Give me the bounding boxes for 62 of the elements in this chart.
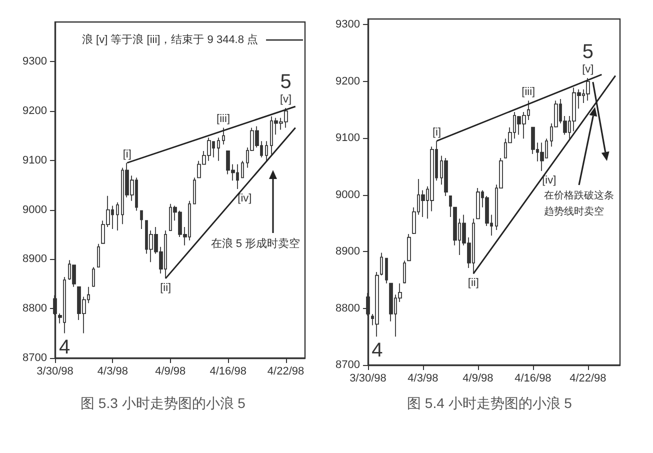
candlestick [92, 266, 95, 288]
y-tick-label: 9200 [336, 75, 360, 88]
annotation: [ii] [468, 277, 479, 290]
annotation: [v] [582, 63, 594, 76]
annotation: 浪 [v] 等于浪 [iii]，结束于 9 344.8 点 [82, 33, 258, 46]
annotation: [v] [280, 93, 292, 106]
y-tick-label: 9000 [22, 204, 47, 216]
candlestick [540, 142, 544, 172]
candlestick [375, 272, 379, 338]
candlestick [407, 234, 411, 262]
text: 图 5.3 小时走势图的小浪 5 [80, 395, 246, 411]
candlestick [476, 188, 480, 220]
candlestick [217, 137, 220, 162]
y-tick-label: 8800 [22, 302, 47, 315]
x-tick-label: 3/30/98 [36, 366, 74, 378]
annotation: [iv] [238, 192, 252, 205]
annotation: [iv] [542, 174, 556, 187]
y-tick-label: 8800 [336, 302, 360, 314]
x-tick-label: 4/22/98 [267, 366, 304, 378]
annotation: 在价格跌破这条趋势线时卖空 [544, 190, 614, 218]
candlestick [116, 202, 119, 231]
y-tick-label: 9000 [336, 188, 360, 201]
annotation: 在浪 5 形成时卖空 [210, 237, 300, 250]
candlestick [193, 177, 196, 204]
y-tick-label: 9300 [336, 18, 360, 31]
annotation: 4 [59, 336, 70, 358]
y-tick-label: 9100 [336, 132, 360, 144]
y-tick-label: 8900 [22, 253, 47, 266]
x-tick-label: 4/22/98 [570, 372, 606, 384]
x-tick-label: 4/16/98 [210, 366, 246, 378]
y-tick-label: 9300 [22, 56, 47, 68]
x-tick-label: 4/16/98 [514, 372, 552, 384]
y-tick-label: 8700 [22, 352, 47, 364]
x-tick-label: 4/9/98 [155, 366, 186, 378]
candlestick [241, 160, 244, 178]
annotation: [i] [122, 148, 132, 160]
annotation: 4 [372, 340, 383, 362]
candlestick [222, 127, 225, 145]
annotation: [ii] [160, 282, 172, 294]
x-tick-label: 3/30/98 [350, 372, 386, 384]
candlestick [403, 260, 406, 284]
y-tick-label: 9200 [22, 104, 47, 117]
annotation: [iii] [216, 113, 230, 126]
annotation: 5 [280, 70, 292, 93]
y-tick-label: 8900 [336, 246, 360, 258]
text: 图 5.4 小时走势图的小浪 5 [407, 395, 572, 411]
y-tick-label: 8700 [336, 359, 360, 371]
candlestick [97, 243, 100, 268]
candlestick [385, 258, 388, 284]
annotation: [iii] [522, 86, 536, 98]
x-tick-label: 4/3/98 [408, 372, 438, 384]
candlestick [265, 140, 268, 162]
x-tick-label: 4/3/98 [97, 366, 128, 378]
candlestick [449, 196, 452, 218]
y-tick-label: 9100 [22, 154, 47, 166]
x-tick-label: 4/9/98 [462, 372, 494, 384]
annotation: 5 [582, 40, 594, 63]
candlestick [380, 252, 383, 276]
candlestick [140, 210, 143, 230]
annotation: [i] [432, 126, 442, 138]
candlestick [444, 158, 448, 196]
candlestick [586, 78, 590, 102]
